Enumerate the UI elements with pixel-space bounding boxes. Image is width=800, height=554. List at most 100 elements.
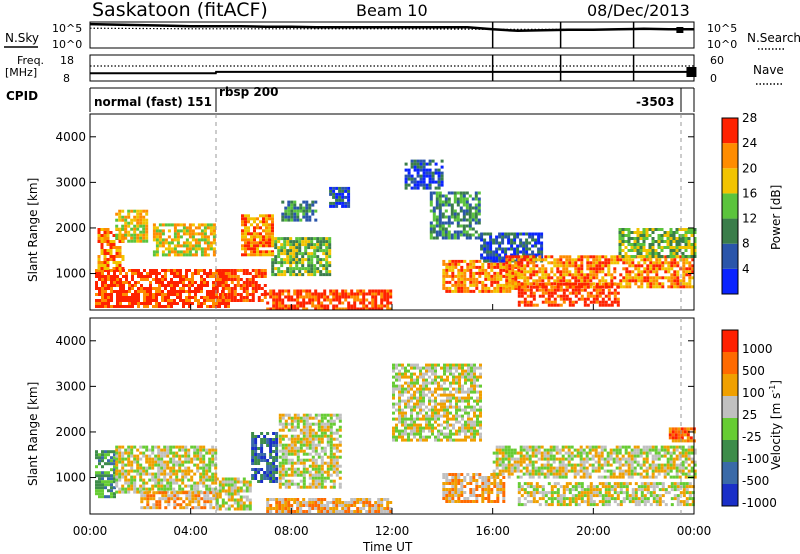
velocity-cell	[157, 472, 161, 476]
velocity-cell	[284, 470, 288, 474]
power-cell	[347, 204, 351, 208]
power-cell	[275, 298, 279, 302]
power-cell	[441, 233, 445, 237]
power-cell	[200, 290, 203, 293]
velocity-cell	[290, 452, 294, 456]
velocity-cell	[190, 457, 194, 461]
power-cell	[218, 299, 222, 302]
power-cell	[453, 200, 457, 204]
velocity-cell	[347, 504, 351, 507]
power-cell	[547, 261, 551, 265]
power-cell	[586, 279, 590, 283]
power-cell	[257, 269, 261, 272]
velocity-cell	[302, 452, 306, 456]
power-cell	[176, 269, 179, 272]
velocity-cell	[236, 480, 240, 484]
power-cell	[218, 269, 222, 272]
power-cell	[649, 285, 653, 289]
velocity-cell	[251, 444, 255, 447]
power-cell	[173, 244, 177, 248]
power-cell	[468, 224, 472, 228]
velocity-cell	[101, 474, 104, 478]
velocity-cell	[196, 487, 200, 491]
velocity-cell	[332, 464, 336, 468]
power-cell	[556, 288, 560, 292]
power-cell	[257, 287, 261, 290]
velocity-cell	[176, 491, 180, 495]
power-cell	[200, 229, 204, 233]
power-cell	[206, 226, 210, 230]
velocity-cell	[419, 366, 422, 370]
velocity-cell	[178, 484, 182, 488]
velocity-cell	[404, 423, 407, 427]
velocity-cell	[296, 507, 300, 510]
velocity-cell	[227, 507, 231, 511]
power-cell	[538, 285, 542, 289]
velocity-cell	[293, 461, 297, 465]
power-cell	[281, 304, 285, 308]
power-cell	[278, 295, 282, 299]
power-cell	[161, 281, 164, 284]
power-cell	[293, 212, 297, 216]
velocity-cell	[154, 472, 158, 476]
velocity-cell	[404, 405, 407, 409]
power-cell	[230, 275, 234, 278]
power-cell	[215, 275, 219, 278]
velocity-cell	[302, 440, 306, 444]
velocity-cell	[169, 478, 173, 482]
power-cell	[487, 265, 491, 269]
velocity-cell	[335, 449, 339, 453]
power-cell	[338, 195, 342, 199]
velocity-cell	[101, 450, 104, 454]
power-cell	[413, 159, 417, 163]
power-cell	[247, 232, 250, 236]
velocity-cell	[188, 491, 192, 495]
power-cell	[293, 209, 297, 213]
power-cell	[670, 279, 674, 283]
power-cell	[242, 287, 246, 290]
power-cell	[313, 270, 317, 274]
power-cell	[308, 209, 312, 213]
power-cell	[541, 258, 545, 262]
velocity-cell	[166, 460, 170, 464]
power-cell	[577, 273, 581, 277]
velocity-cell	[142, 487, 146, 491]
power-cell	[613, 261, 617, 265]
power-cell	[586, 282, 590, 286]
power-cell	[332, 201, 336, 205]
power-cell	[95, 284, 98, 287]
power-cell	[640, 282, 644, 286]
velocity-cell	[311, 440, 315, 444]
power-cell	[155, 241, 159, 245]
velocity-cell	[296, 416, 300, 420]
power-cell	[501, 241, 505, 245]
velocity-cell	[121, 490, 125, 494]
power-cell	[269, 295, 273, 299]
power-cell	[523, 288, 527, 292]
power-cell	[328, 261, 332, 265]
velocity-cell	[127, 445, 131, 449]
power-cell	[559, 270, 563, 274]
velocity-cell	[275, 459, 279, 462]
power-cell	[621, 237, 625, 240]
velocity-cell	[148, 487, 152, 491]
power-cell	[149, 293, 152, 296]
power-cell	[450, 212, 454, 216]
power-cell	[221, 275, 225, 278]
velocity-cell	[260, 447, 264, 450]
velocity-cell	[443, 420, 446, 424]
power-cell	[441, 203, 445, 207]
power-cell	[532, 303, 536, 307]
power-cell	[642, 237, 646, 240]
power-cell	[250, 250, 253, 254]
power-cell	[242, 272, 246, 275]
power-cell	[501, 238, 505, 242]
power-cell	[655, 264, 659, 268]
power-cell	[507, 238, 511, 242]
power-cell	[263, 293, 267, 296]
power-cell	[137, 281, 140, 284]
velocity-cell	[326, 419, 330, 423]
power-cell	[308, 203, 312, 207]
power-cell	[368, 292, 372, 296]
power-cell	[544, 255, 548, 259]
